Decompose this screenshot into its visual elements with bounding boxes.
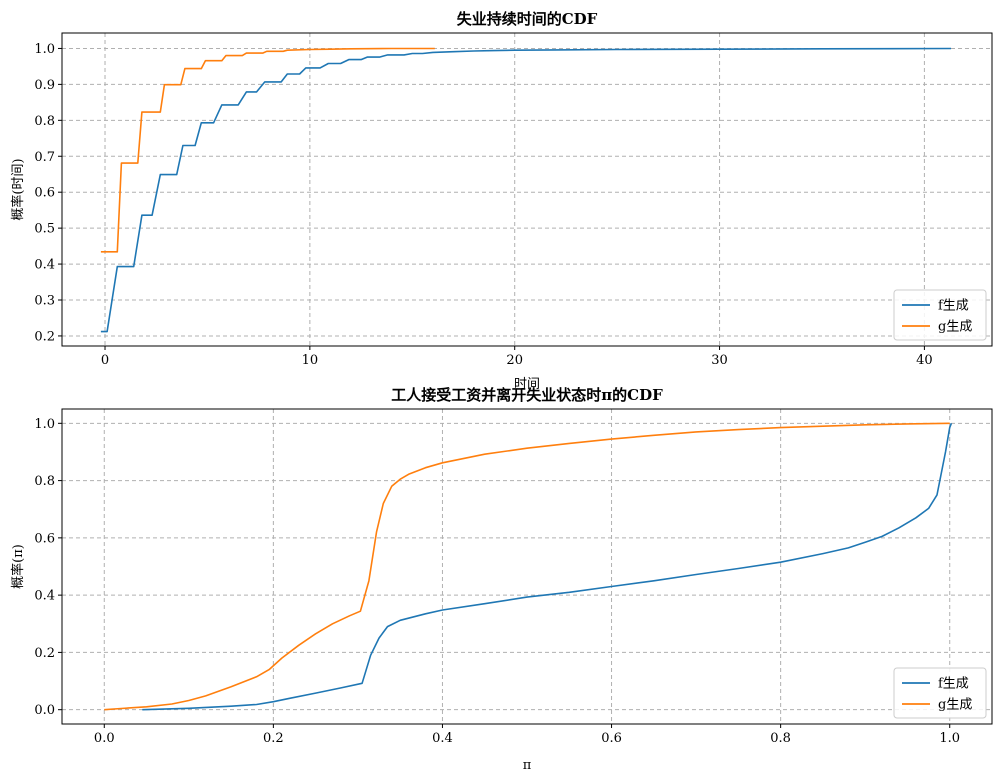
legend-label-g: g生成 — [938, 320, 972, 335]
x-axis: 0 10 20 30 40 — [101, 346, 933, 368]
x-tick-label: 1.0 — [939, 731, 960, 746]
legend-box — [893, 289, 987, 341]
plot-frame — [61, 32, 993, 347]
legend: f生成 g生成 — [893, 289, 987, 341]
y-tick-label: 0.2 — [34, 646, 55, 661]
y-tick-label: 0.7 — [34, 150, 55, 165]
series-line-f — [100, 47, 952, 333]
x-tick-label: 0.0 — [94, 731, 115, 746]
y-tick-label: 0.3 — [34, 294, 55, 309]
y-axis: 0.0 0.2 0.4 0.6 0.8 1.0 — [34, 417, 62, 718]
chart-pi-cdf: 0.0 0.2 0.4 0.6 0.8 1.0 0.0 0.2 0.4 0.6 0.8 1.0 工人接受… — [10, 386, 993, 773]
y-axis: 0.2 0.3 0.4 0.5 0.6 0.7 0.8 0.9 1.0 — [34, 42, 62, 344]
x-tick-label: 0.6 — [601, 731, 622, 746]
y-tick-label: 0.9 — [34, 78, 55, 93]
x-tick-label: 10 — [302, 353, 319, 368]
x-axis: 0.0 0.2 0.4 0.6 0.8 1.0 — [94, 724, 960, 746]
x-tick-label: 0 — [101, 353, 109, 368]
y-tick-label: 1.0 — [34, 417, 55, 432]
chart-title: 工人接受工资并离开失业状态时π的CDF — [391, 386, 663, 404]
chart-title: 失业持续时间的CDF — [457, 10, 598, 28]
y-tick-label: 0.8 — [34, 114, 55, 129]
legend: f生成 g生成 — [893, 667, 987, 719]
y-axis-label: 概率(时间) — [10, 158, 26, 220]
y-tick-label: 0.6 — [34, 186, 55, 201]
legend-label-g: g生成 — [938, 698, 972, 713]
chart-unemployment-duration-cdf: 0 10 20 30 40 0.2 0.3 0.4 0.5 0.6 0.7 0.8 0.9 1.0 失业持续… — [10, 10, 993, 392]
x-tick-label: 30 — [711, 353, 728, 368]
y-tick-label: 0.0 — [34, 703, 55, 718]
y-tick-label: 0.5 — [34, 222, 55, 237]
y-tick-label: 0.2 — [34, 329, 55, 344]
x-tick-label: 0.8 — [770, 731, 791, 746]
y-axis-label: 概率(π) — [10, 544, 26, 589]
series-line-g — [104, 422, 950, 711]
x-tick-label: 0.4 — [432, 731, 453, 746]
y-tick-label: 0.4 — [34, 258, 55, 273]
series-line-f — [142, 423, 953, 711]
y-tick-label: 0.4 — [34, 589, 55, 604]
y-tick-label: 1.0 — [34, 42, 55, 57]
legend-label-f: f生成 — [938, 677, 969, 692]
x-axis-label: 时间 — [514, 377, 540, 392]
grid — [62, 33, 992, 346]
x-tick-label: 20 — [506, 353, 523, 368]
x-axis-label: π — [523, 758, 532, 773]
x-tick-label: 0.2 — [263, 731, 284, 746]
plot-frame — [61, 408, 993, 725]
legend-box — [893, 667, 987, 719]
y-tick-label: 0.6 — [34, 531, 55, 546]
y-tick-label: 0.8 — [34, 474, 55, 489]
legend-label-f: f生成 — [938, 299, 969, 314]
series-line-g — [100, 47, 435, 253]
grid — [62, 409, 992, 724]
x-tick-label: 40 — [916, 353, 933, 368]
